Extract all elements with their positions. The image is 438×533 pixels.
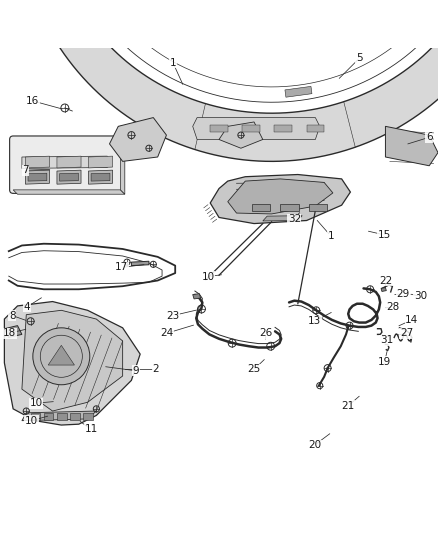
Text: 14: 14 bbox=[405, 315, 418, 325]
Text: 7: 7 bbox=[22, 165, 29, 175]
Polygon shape bbox=[57, 413, 67, 420]
Text: 19: 19 bbox=[378, 357, 391, 367]
Polygon shape bbox=[22, 310, 123, 411]
Polygon shape bbox=[110, 118, 166, 161]
Text: 17: 17 bbox=[115, 262, 128, 272]
Polygon shape bbox=[120, 140, 125, 194]
Text: 15: 15 bbox=[378, 230, 391, 240]
Text: 22: 22 bbox=[380, 276, 393, 286]
Polygon shape bbox=[228, 179, 333, 214]
Text: 10: 10 bbox=[29, 398, 42, 408]
FancyBboxPatch shape bbox=[10, 136, 124, 193]
Polygon shape bbox=[31, 413, 40, 420]
Text: 1: 1 bbox=[170, 58, 177, 68]
Text: 18: 18 bbox=[3, 328, 16, 338]
Circle shape bbox=[33, 328, 90, 385]
Polygon shape bbox=[131, 261, 149, 265]
Text: 11: 11 bbox=[85, 424, 98, 434]
Polygon shape bbox=[242, 125, 260, 132]
Polygon shape bbox=[275, 125, 292, 132]
Text: 5: 5 bbox=[356, 53, 363, 63]
Polygon shape bbox=[44, 413, 53, 420]
Polygon shape bbox=[48, 345, 74, 365]
Text: 26: 26 bbox=[260, 328, 273, 338]
Text: 10: 10 bbox=[25, 416, 38, 426]
Polygon shape bbox=[28, 173, 47, 181]
Polygon shape bbox=[307, 125, 324, 132]
Polygon shape bbox=[414, 14, 436, 39]
Text: 31: 31 bbox=[380, 335, 393, 345]
Text: 4: 4 bbox=[24, 302, 31, 312]
Polygon shape bbox=[210, 125, 228, 132]
Text: 6: 6 bbox=[426, 132, 433, 142]
Polygon shape bbox=[88, 156, 113, 168]
Polygon shape bbox=[210, 174, 350, 223]
Polygon shape bbox=[193, 118, 320, 140]
Text: 13: 13 bbox=[308, 316, 321, 326]
Polygon shape bbox=[285, 86, 312, 97]
Polygon shape bbox=[88, 170, 113, 184]
Polygon shape bbox=[4, 326, 22, 337]
Polygon shape bbox=[91, 173, 110, 181]
Text: 25: 25 bbox=[247, 365, 261, 374]
Text: 16: 16 bbox=[26, 96, 39, 106]
Polygon shape bbox=[219, 122, 263, 148]
Polygon shape bbox=[70, 413, 80, 420]
Polygon shape bbox=[57, 170, 81, 184]
Text: 10: 10 bbox=[201, 272, 215, 281]
Polygon shape bbox=[252, 204, 270, 211]
Polygon shape bbox=[83, 413, 93, 420]
Polygon shape bbox=[263, 216, 302, 221]
Polygon shape bbox=[193, 294, 201, 299]
Text: 24: 24 bbox=[161, 328, 174, 338]
Text: 9: 9 bbox=[132, 366, 139, 376]
Text: 2: 2 bbox=[152, 365, 159, 374]
Polygon shape bbox=[22, 411, 96, 421]
Polygon shape bbox=[21, 0, 438, 161]
Polygon shape bbox=[25, 156, 49, 168]
Polygon shape bbox=[22, 156, 107, 168]
Polygon shape bbox=[25, 170, 49, 184]
Polygon shape bbox=[57, 156, 81, 168]
Polygon shape bbox=[309, 204, 327, 211]
Text: 30: 30 bbox=[414, 291, 427, 301]
Text: 32: 32 bbox=[288, 214, 301, 224]
Text: 21: 21 bbox=[342, 401, 355, 411]
Text: 23: 23 bbox=[166, 311, 180, 320]
Polygon shape bbox=[381, 287, 386, 292]
Text: 1: 1 bbox=[327, 231, 334, 241]
Polygon shape bbox=[13, 190, 125, 194]
Polygon shape bbox=[385, 126, 438, 166]
Polygon shape bbox=[4, 302, 140, 425]
Text: 8: 8 bbox=[9, 311, 16, 320]
Text: 20: 20 bbox=[308, 440, 321, 450]
Text: 28: 28 bbox=[387, 302, 400, 312]
Polygon shape bbox=[280, 204, 299, 211]
Text: 27: 27 bbox=[400, 328, 413, 338]
Polygon shape bbox=[60, 173, 78, 181]
Text: 29: 29 bbox=[396, 289, 410, 298]
